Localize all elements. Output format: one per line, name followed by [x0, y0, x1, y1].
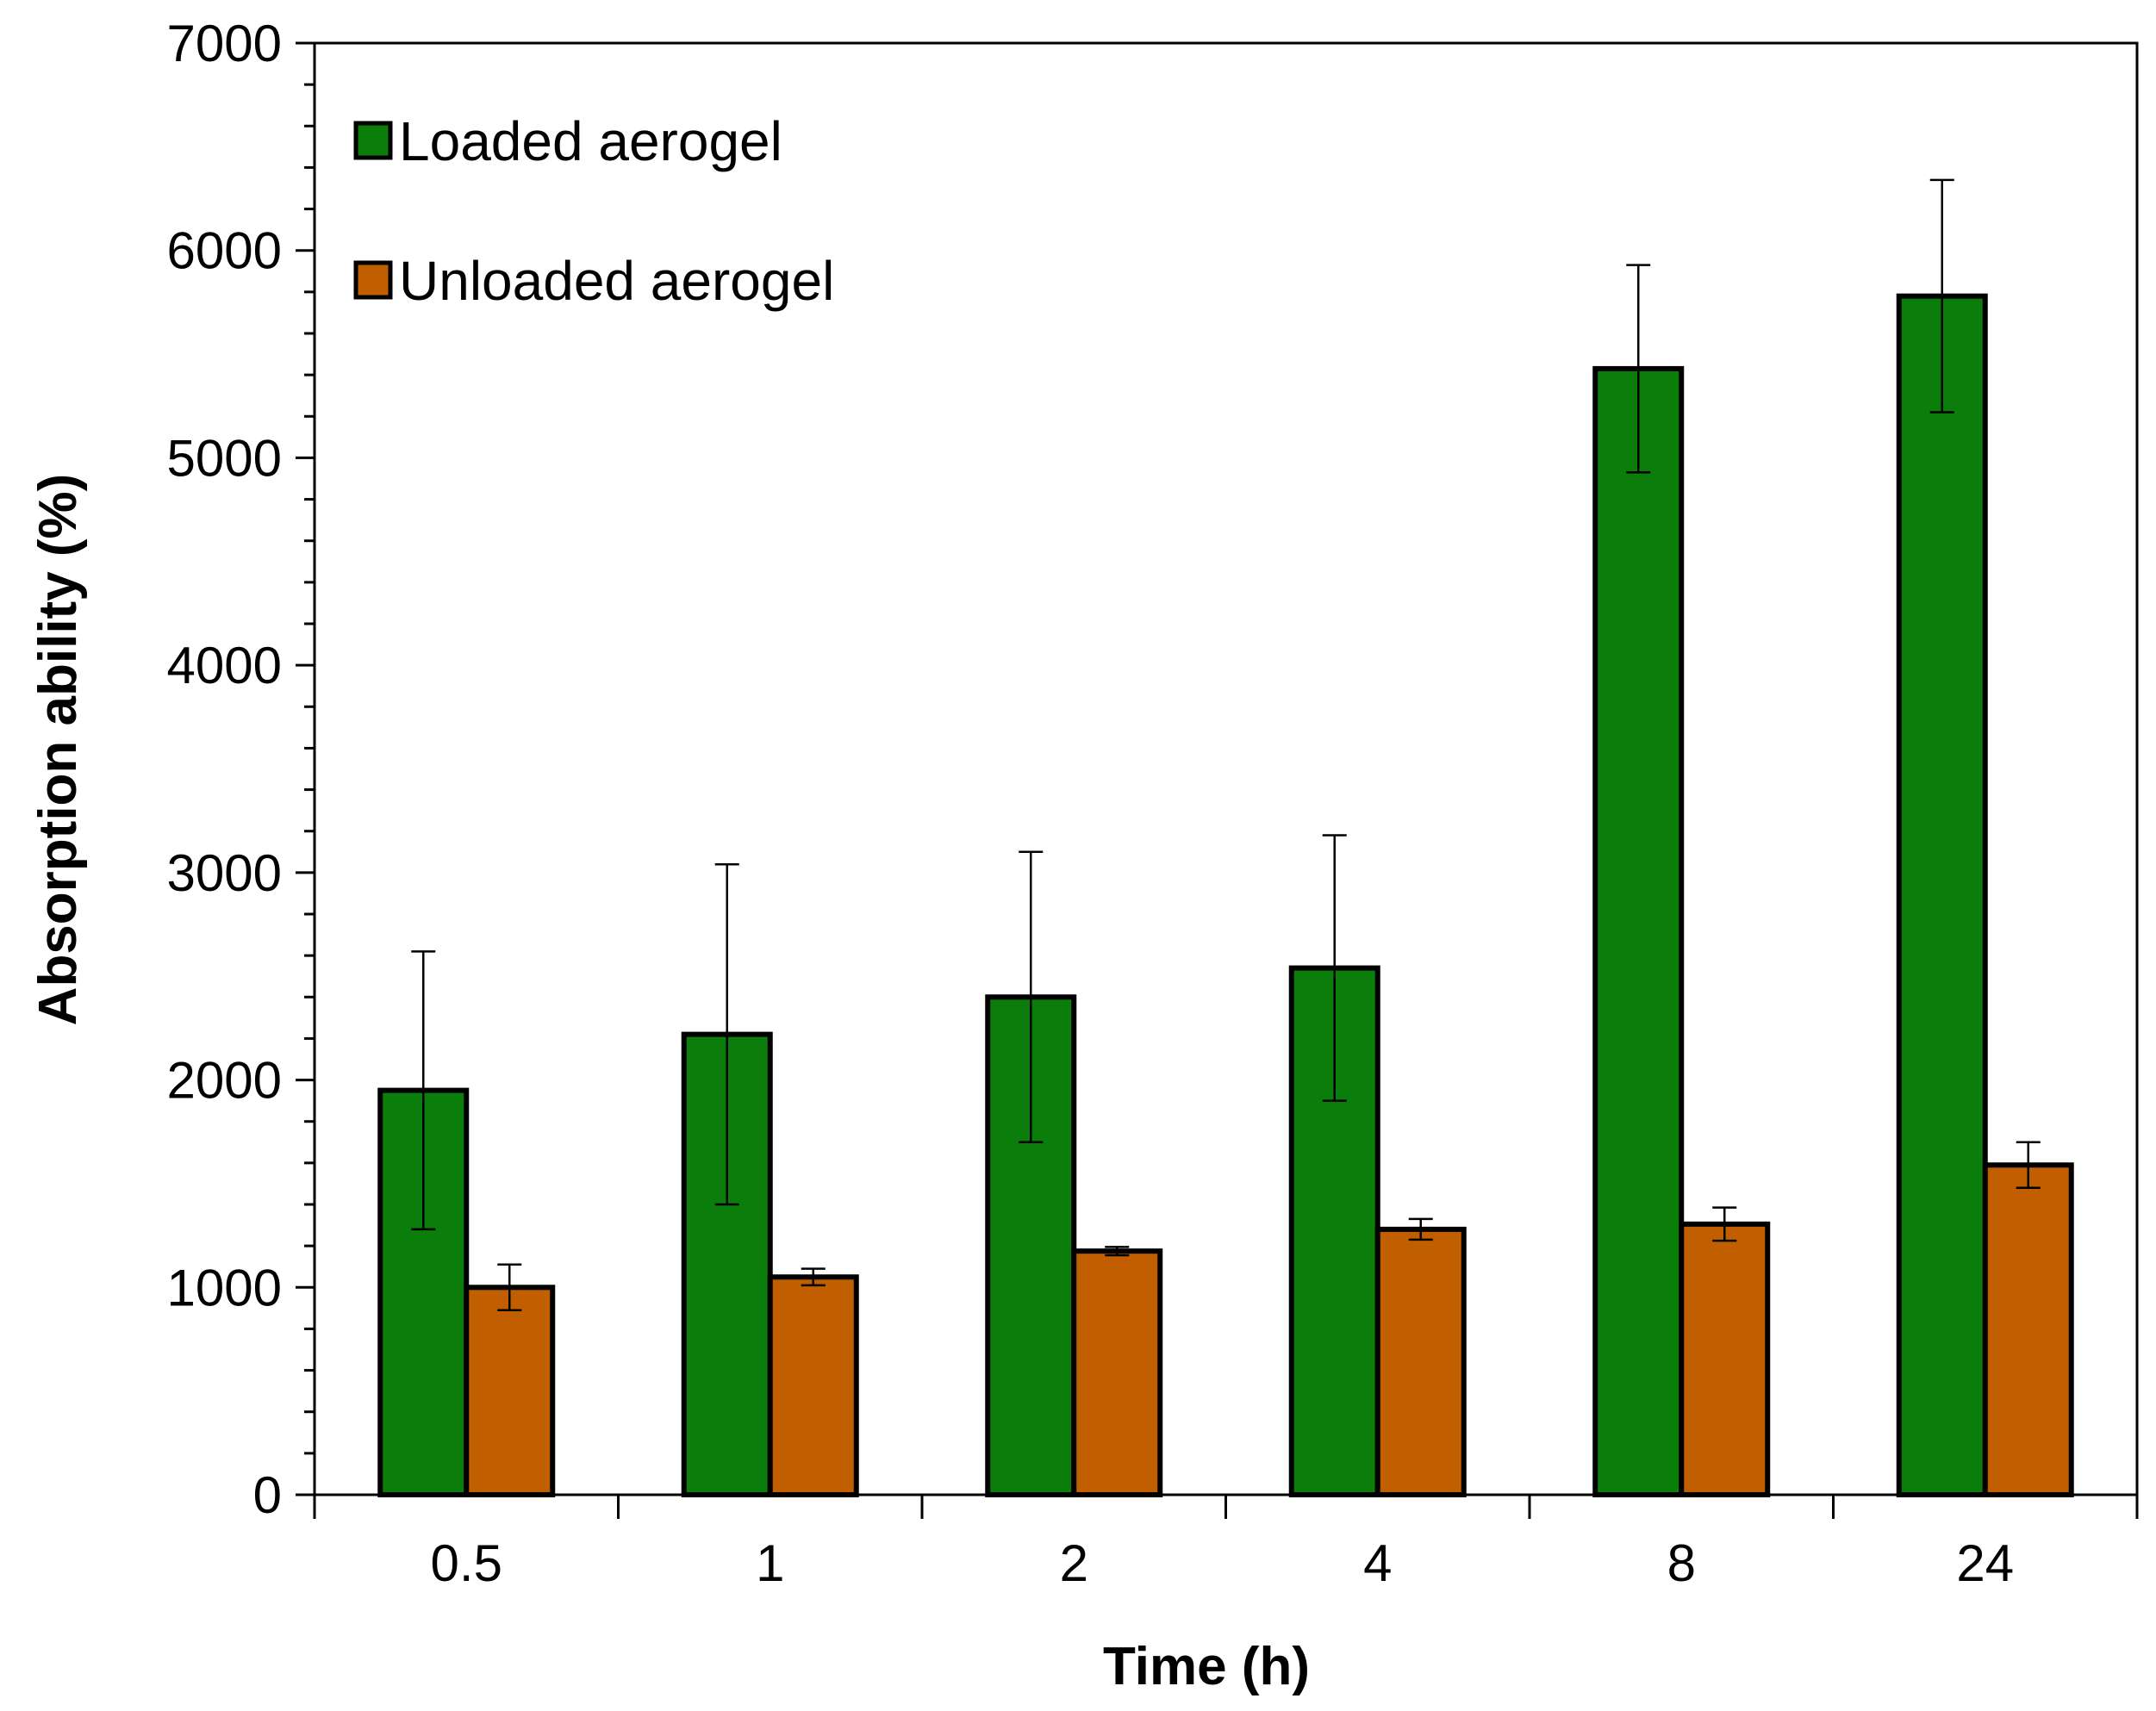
x-tick-label: 2: [1060, 1534, 1088, 1592]
error-bars-layer: [411, 178, 2041, 1312]
error-bar: [1408, 1217, 1433, 1241]
x-tick-label: 4: [1363, 1534, 1392, 1592]
x-tick-label: 24: [1956, 1534, 2014, 1592]
legend-label: Loaded aerogel: [399, 110, 782, 172]
error-bar: [1626, 264, 1651, 474]
loaded-bar-24: [1896, 293, 1988, 1498]
bars-layer: [377, 293, 2074, 1498]
legend: Loaded aerogel Unloaded aerogel: [353, 110, 834, 312]
error-bar: [1712, 1206, 1737, 1242]
x-tick-label: 8: [1667, 1534, 1696, 1592]
y-axis-title: Absorption ability (%): [28, 474, 88, 1026]
error-bar: [497, 1263, 522, 1312]
legend-item: Unloaded aerogel: [353, 250, 834, 312]
legend-swatch-unloaded: [353, 260, 393, 300]
unloaded-bar-24: [1982, 1162, 2074, 1497]
y-tick-label: 2000: [167, 1052, 282, 1110]
error-bar: [411, 950, 436, 1231]
x-tick-label: 1: [756, 1534, 784, 1592]
legend-item: Loaded aerogel: [353, 110, 782, 172]
error-bar: [1322, 834, 1347, 1102]
unloaded-bar-2: [1071, 1248, 1163, 1498]
error-bar: [801, 1267, 826, 1287]
unloaded-bar-4: [1374, 1226, 1467, 1498]
y-tick-label: 6000: [167, 222, 282, 280]
unloaded-bar-8: [1679, 1221, 1771, 1497]
y-tick-label: 3000: [167, 844, 282, 902]
y-tick-label: 1000: [167, 1259, 282, 1316]
legend-label: Unloaded aerogel: [399, 250, 834, 312]
unloaded-bar-0-5: [464, 1285, 556, 1498]
y-tick-label: 5000: [167, 429, 282, 487]
loaded-bar-8: [1592, 365, 1685, 1498]
error-bar: [714, 862, 739, 1206]
legend-swatch-loaded: [353, 121, 393, 160]
y-tick-label: 0: [253, 1466, 282, 1524]
error-bar: [1105, 1246, 1130, 1257]
y-tick-label: 7000: [167, 15, 282, 72]
unloaded-bar-1: [767, 1274, 859, 1497]
y-tick-label: 4000: [167, 637, 282, 694]
error-bar: [1019, 850, 1044, 1144]
error-bar: [1929, 178, 1954, 414]
error-bar: [2016, 1141, 2041, 1189]
x-axis-title: Time (h): [1103, 1637, 1310, 1696]
x-tick-label: 0.5: [431, 1534, 502, 1592]
